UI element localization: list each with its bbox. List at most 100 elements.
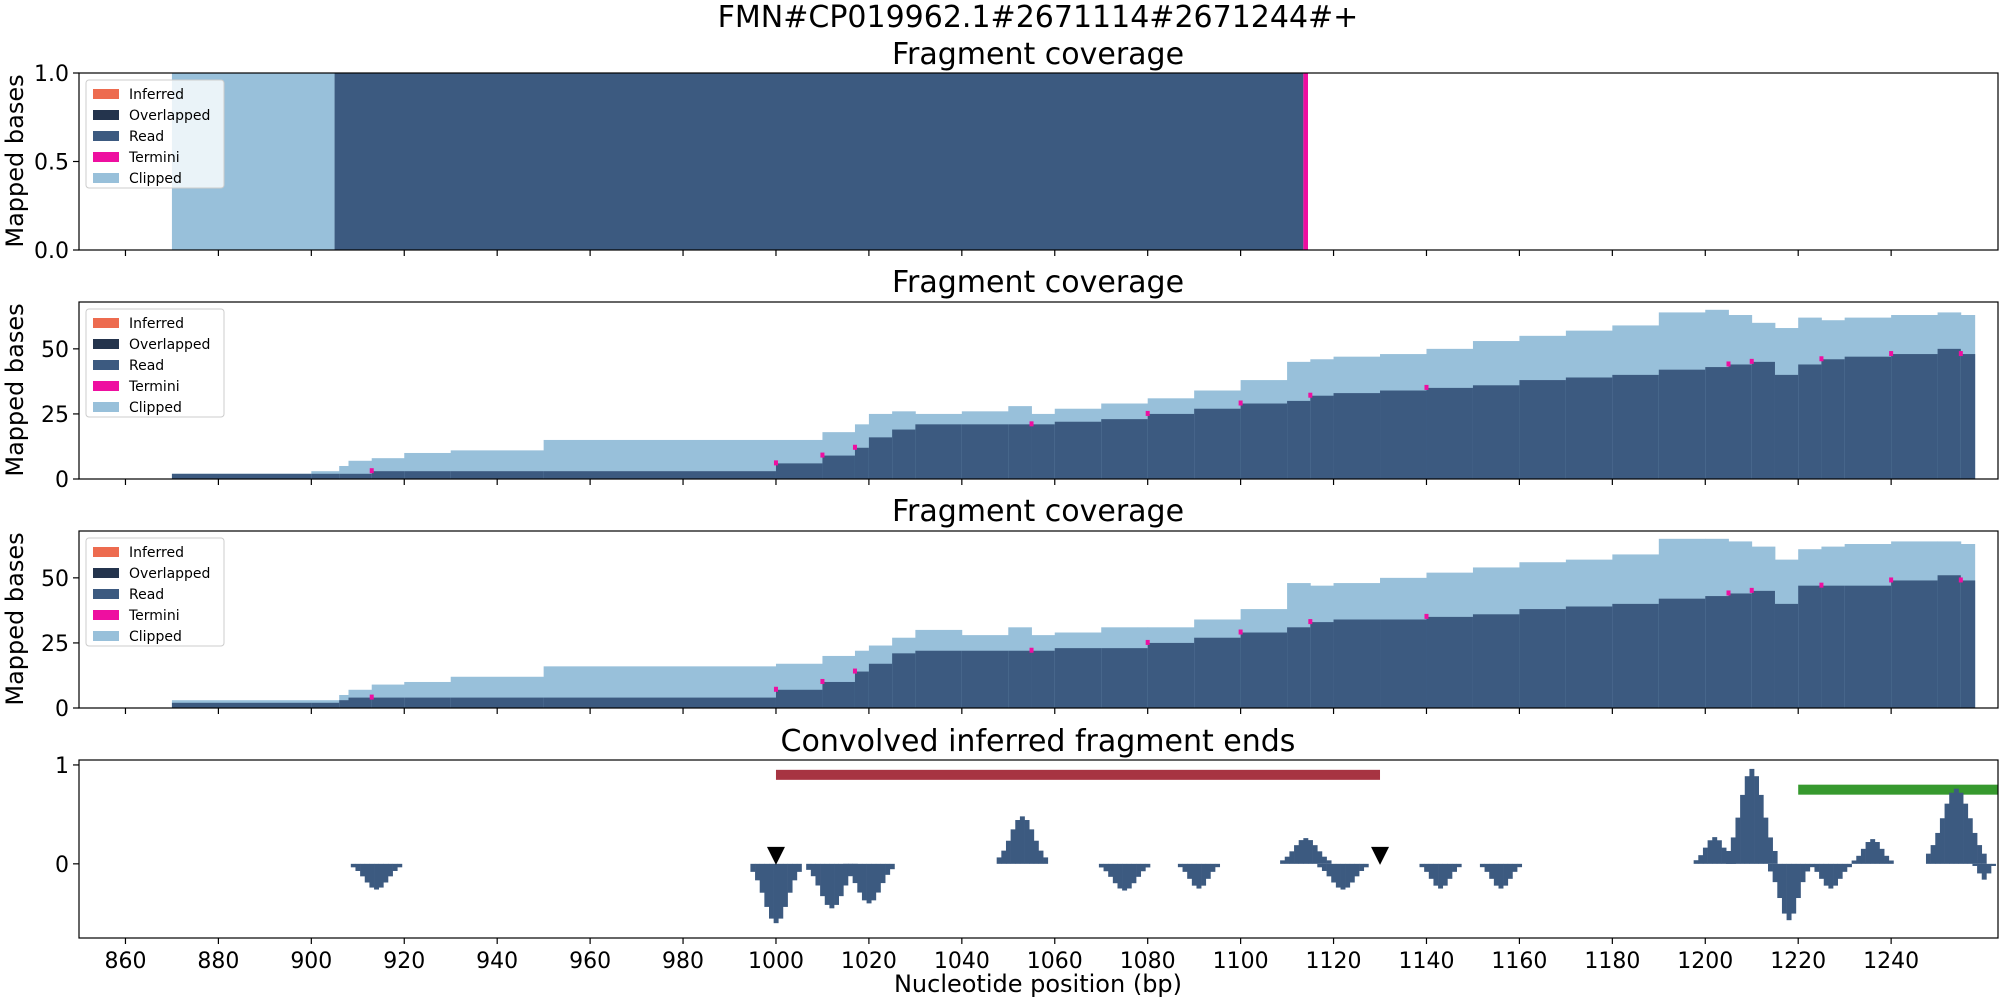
coverage-read-step <box>339 700 349 708</box>
fragment-end-bar <box>1935 832 1941 864</box>
fragment-end-bar <box>1321 863 1327 871</box>
fragment-end-bar <box>1958 792 1964 864</box>
fragment-end-bar <box>1851 860 1857 864</box>
fragment-end-bar <box>1930 845 1936 864</box>
coverage-read-step <box>961 650 1009 708</box>
fragment-end-bar <box>750 863 756 872</box>
y-tick-label: 25 <box>41 403 69 428</box>
coverage-read-step <box>1565 606 1613 708</box>
y-tick-label: 1 <box>55 754 69 779</box>
fragment-end-bar <box>1307 840 1313 864</box>
coverage-read-step <box>1774 374 1799 479</box>
legend-label-overlapped: Overlapped <box>129 108 210 124</box>
coverage-read-step <box>915 650 963 708</box>
coverage-read-step <box>1101 419 1149 479</box>
fragment-end-bar <box>996 857 1002 864</box>
x-tick-label: 860 <box>104 949 146 974</box>
coverage-read-step <box>1240 632 1288 708</box>
fragment-end-bar <box>875 863 881 893</box>
fragment-end-bar <box>1767 863 1773 872</box>
fragment-end-bar <box>1419 863 1425 868</box>
coverage-termini-mark <box>1958 577 1963 583</box>
coverage-clipped-step <box>339 465 349 479</box>
fragment-end-bar <box>1145 863 1151 868</box>
coverage-read-step <box>892 653 916 708</box>
fragment-end-bar <box>847 863 853 875</box>
fragment-end-bar <box>1754 776 1760 864</box>
coverage-read-step <box>915 424 963 479</box>
x-tick-label: 1060 <box>1027 949 1083 974</box>
coverage-read-step <box>1333 619 1381 708</box>
coverage-read-step <box>868 663 893 708</box>
panel-1-title: Fragment coverage <box>892 37 1184 72</box>
panel-3-legend: Inferred Overlapped Read Termini Clipped <box>85 537 225 647</box>
coverage-read-step <box>1821 359 1846 479</box>
coverage-termini-mark <box>1889 351 1894 357</box>
panel-2-legend: Inferred Overlapped Read Termini Clipped <box>85 308 225 418</box>
x-tick-label: 900 <box>290 949 332 974</box>
legend-swatch-clipped <box>93 173 119 183</box>
coverage-termini-mark <box>852 668 857 674</box>
fragment-end-bar <box>1716 840 1722 864</box>
coverage-read-step <box>1960 354 1976 479</box>
coverage-read-step <box>311 473 340 479</box>
coverage-read-step <box>1287 400 1311 479</box>
fragment-end-bar <box>1809 863 1815 868</box>
panel-3-plot-area <box>171 538 1976 708</box>
coverage-read-step <box>1031 424 1056 479</box>
coverage-read-step <box>775 463 823 479</box>
fragment-end-bar <box>1953 788 1959 864</box>
fragment-end-bar <box>1326 863 1332 877</box>
coverage-read-step <box>1960 580 1976 708</box>
coverage-read-step <box>1426 387 1474 479</box>
fragment-end-bar <box>1884 855 1890 864</box>
coverage-read-step <box>339 473 349 479</box>
panel-1-ticks: 0.0 0.5 1.0 <box>34 62 1892 264</box>
coverage-read-step <box>1565 377 1613 479</box>
legend-swatch-clipped <box>93 402 119 412</box>
fragment-end-bar <box>1865 842 1871 864</box>
x-tick-label: 940 <box>476 949 518 974</box>
fragment-end-bar <box>806 863 812 870</box>
fragment-end-bar <box>1298 840 1304 864</box>
fragment-end-bar <box>1038 850 1044 864</box>
fragment-end-bar <box>778 863 784 919</box>
coverage-read-step <box>1240 403 1288 479</box>
x-tick-label: 980 <box>662 949 704 974</box>
fragment-end-bar <box>1029 829 1035 864</box>
fragment-end-bar <box>1033 840 1039 864</box>
x-tick-label: 1000 <box>748 949 804 974</box>
coverage-read-step <box>1612 374 1660 479</box>
panel-1-legend: Inferred Overlapped Read Termini Clipped <box>85 79 225 189</box>
fragment-end-bar <box>1438 863 1444 889</box>
legend-swatch-inferred <box>93 89 119 99</box>
coverage-read-step <box>348 473 373 479</box>
coverage-termini-mark <box>1749 358 1754 364</box>
fragment-end-bar <box>880 863 886 884</box>
coverage-read-step <box>1751 590 1776 708</box>
fragment-end-bar <box>1712 837 1718 864</box>
coverage-termini-mark <box>369 694 374 700</box>
coverage-termini-mark <box>369 468 374 474</box>
fragment-end-bar <box>755 863 761 881</box>
fragment-end-bar <box>885 863 891 875</box>
fragment-end-bar <box>1888 860 1894 864</box>
fragment-end-bar <box>1772 850 1778 864</box>
fragment-end-bar <box>857 863 863 893</box>
fragment-end-bar <box>1856 855 1862 864</box>
fragment-end-bar <box>387 863 393 877</box>
fragment-end-bar <box>1210 863 1216 872</box>
fragment-end-bar <box>1963 803 1969 864</box>
coverage-termini-mark <box>1958 351 1963 357</box>
fragment-end-bar <box>1791 863 1797 914</box>
x-tick-label: 1140 <box>1398 949 1454 974</box>
legend-swatch-overlapped <box>93 568 119 578</box>
fragment-end-bar <box>1837 863 1843 879</box>
legend-label-overlapped: Overlapped <box>129 337 210 353</box>
fragment-end-bar <box>889 863 895 870</box>
coverage-termini-mark <box>1029 421 1034 427</box>
fragment-end-bar <box>1280 860 1286 864</box>
fragment-end-bar <box>374 863 379 890</box>
coverage-read-step <box>404 697 452 708</box>
fragment-end-bar <box>1498 863 1504 889</box>
